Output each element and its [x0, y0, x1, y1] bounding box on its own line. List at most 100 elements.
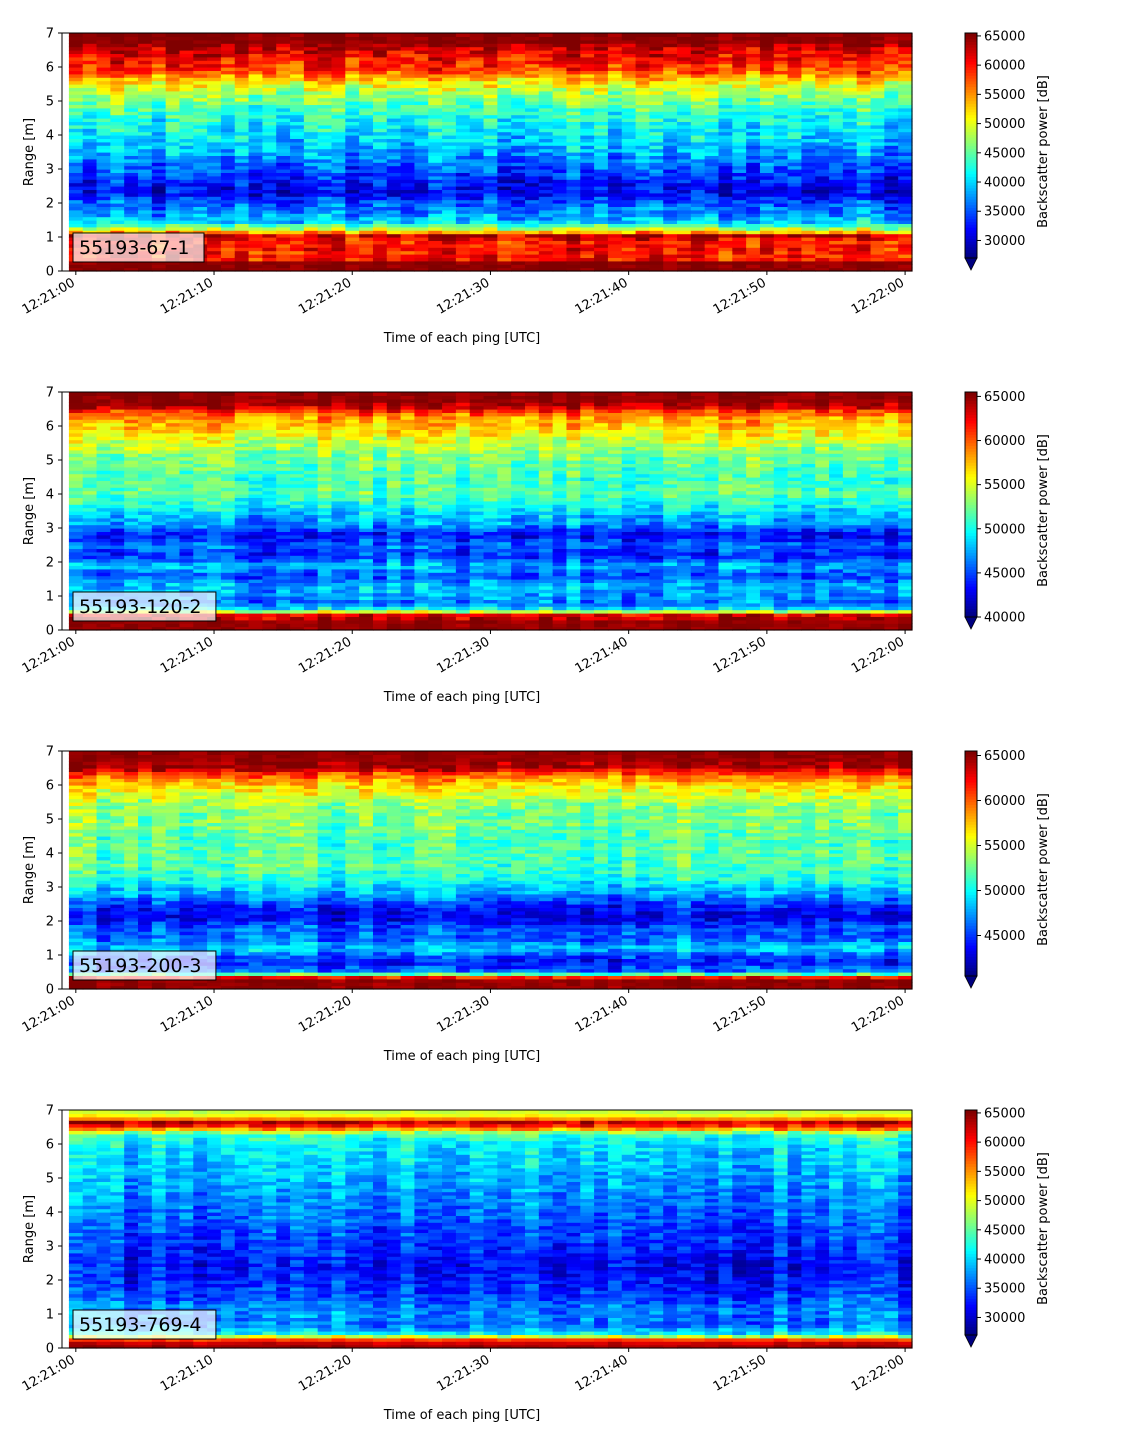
heatmap-cell — [511, 145, 526, 150]
heatmap-cell — [566, 250, 581, 255]
heatmap-cell — [220, 107, 236, 112]
heatmap-cell — [663, 267, 678, 272]
heatmap-cell — [151, 223, 167, 228]
heatmap-cell — [248, 155, 264, 160]
heatmap-cell — [248, 206, 264, 211]
heatmap-cell — [898, 124, 913, 129]
heatmap-cell — [82, 230, 98, 235]
colorbar-step — [965, 162, 977, 166]
heatmap-cell — [787, 46, 803, 51]
heatmap-cell — [248, 107, 264, 112]
heatmap-cell — [801, 77, 816, 82]
heatmap-cell — [690, 53, 706, 58]
heatmap-cell — [483, 43, 498, 48]
heatmap-cell — [884, 250, 899, 255]
heatmap-cell — [303, 257, 319, 262]
heatmap-cell — [442, 118, 457, 122]
colorbar-step — [965, 94, 977, 99]
heatmap-cell — [621, 104, 637, 109]
heatmap-cell — [234, 70, 250, 75]
heatmap-cell — [732, 175, 747, 180]
heatmap-cell — [110, 77, 125, 82]
heatmap-cell — [649, 73, 664, 78]
heatmap-cell — [372, 107, 388, 112]
heatmap-cell — [276, 63, 291, 68]
heatmap-cell — [372, 260, 388, 265]
heatmap-cell — [635, 175, 650, 180]
heatmap-cell — [400, 121, 416, 126]
heatmap-cell — [594, 250, 609, 255]
heatmap-cell — [552, 206, 568, 211]
heatmap-cell — [303, 46, 319, 51]
heatmap-cell — [718, 121, 733, 126]
heatmap-cell — [525, 101, 540, 105]
heatmap-cell — [248, 67, 264, 71]
heatmap-cell — [829, 135, 844, 139]
heatmap-cell — [483, 56, 498, 61]
heatmap-cell — [787, 172, 803, 177]
heatmap-cell — [621, 56, 637, 61]
heatmap-cell — [773, 226, 789, 231]
heatmap-cell — [815, 73, 830, 78]
heatmap-cell — [704, 128, 720, 133]
heatmap-cell — [690, 63, 706, 68]
heatmap-cell — [870, 90, 885, 95]
heatmap-cell — [829, 213, 844, 218]
heatmap-cell — [262, 56, 277, 61]
heatmap-cell — [511, 56, 526, 61]
heatmap-cell — [497, 230, 512, 235]
heatmap-cell — [690, 230, 706, 235]
heatmap-cell — [649, 250, 664, 255]
heatmap-cell — [455, 247, 471, 252]
heatmap-cell — [331, 226, 346, 231]
heatmap-cell — [607, 175, 623, 180]
heatmap-cell — [68, 169, 84, 173]
heatmap-cell — [829, 209, 844, 214]
heatmap-cell — [497, 53, 512, 58]
heatmap-cell — [110, 230, 125, 235]
heatmap-cell — [621, 223, 637, 228]
heatmap-cell — [193, 230, 208, 235]
heatmap-cell — [607, 209, 623, 214]
heatmap-cell — [773, 128, 789, 133]
heatmap-cell — [138, 419, 153, 424]
heatmap-cell — [759, 50, 775, 54]
heatmap-cell — [552, 138, 568, 143]
heatmap-cell — [234, 50, 250, 54]
heatmap-cell — [483, 216, 498, 221]
heatmap-cell — [414, 135, 429, 139]
heatmap-cell — [290, 213, 305, 218]
heatmap-cell — [511, 155, 526, 160]
heatmap-cell — [649, 152, 664, 156]
heatmap-cell — [345, 165, 360, 170]
heatmap-cell — [469, 128, 485, 133]
heatmap-cell — [276, 135, 291, 139]
colorbar-step — [965, 210, 977, 214]
heatmap-cell — [759, 155, 775, 160]
heatmap-cell — [345, 124, 360, 129]
heatmap-cell — [773, 94, 789, 99]
heatmap-cell — [290, 192, 305, 197]
heatmap-cell — [538, 77, 554, 82]
heatmap-cell — [594, 240, 609, 245]
heatmap-cell — [179, 84, 194, 88]
heatmap-cell — [414, 138, 429, 143]
heatmap-cell — [815, 196, 830, 201]
heatmap-cell — [234, 148, 250, 153]
heatmap-cell — [732, 60, 747, 65]
heatmap-cell — [746, 90, 761, 95]
heatmap-cell — [234, 237, 250, 241]
heatmap-cell — [124, 209, 139, 214]
heatmap-cell — [511, 70, 526, 75]
heatmap-cell — [331, 43, 346, 48]
heatmap-cell — [68, 135, 84, 139]
heatmap-cell — [497, 155, 512, 160]
heatmap-cell — [732, 155, 747, 160]
heatmap-cell — [884, 189, 899, 194]
heatmap-cell — [815, 226, 830, 231]
heatmap-cell — [400, 94, 416, 99]
heatmap-cell — [82, 182, 98, 187]
heatmap-cell — [787, 50, 803, 54]
heatmap-cell — [262, 162, 277, 167]
heatmap-cell — [455, 172, 471, 177]
